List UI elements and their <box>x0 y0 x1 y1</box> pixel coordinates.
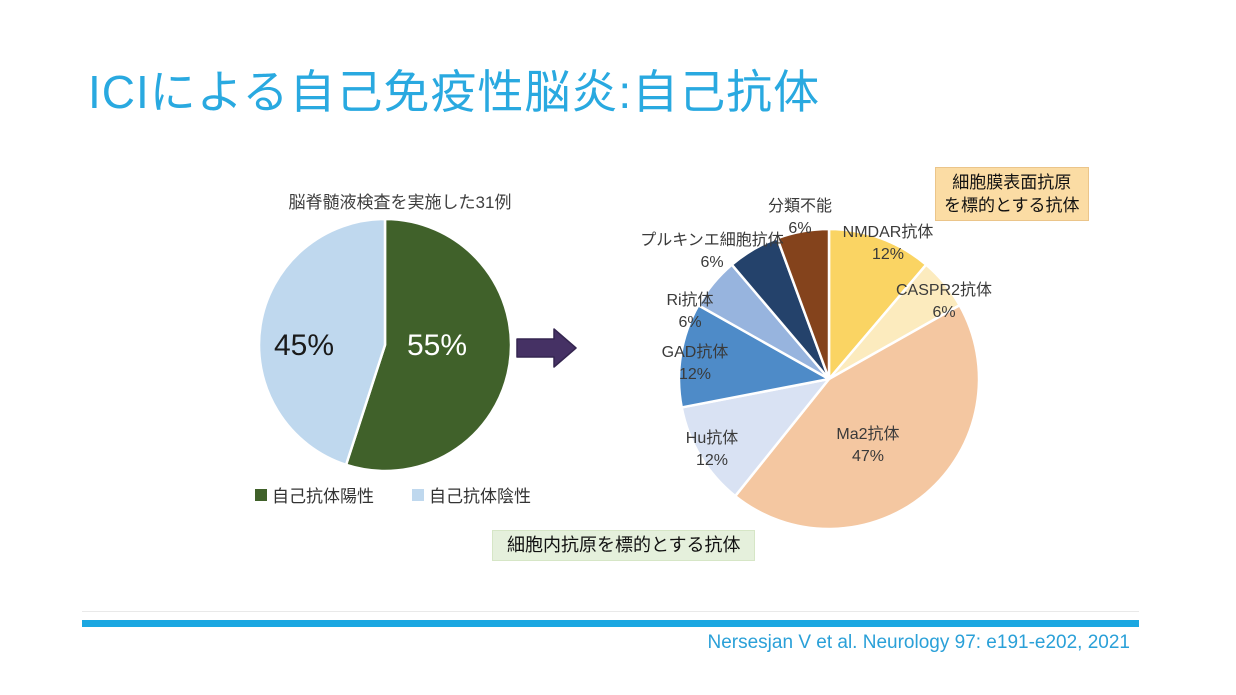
pie-slice-Hu抗体 <box>680 377 831 498</box>
pie-slice-自己抗体陽性 <box>344 217 513 473</box>
citation: Nersesjan V et al. Neurology 97: e191-e2… <box>707 632 1131 653</box>
pie-label-purkinje: プルキンエ細胞抗体 6% <box>640 232 784 271</box>
pie-slice-分類不能 <box>775 227 831 381</box>
pie-slice-GAD抗体 <box>677 304 831 409</box>
antibody-pie-chart <box>677 227 981 531</box>
pie-label-nmdar: NMDAR抗体 12% <box>842 224 934 263</box>
positive-swatch <box>255 488 267 501</box>
csf-pie-chart <box>257 217 513 473</box>
pie-slice-自己抗体陰性 <box>257 217 387 467</box>
intracellular-antigen-note: 細胞内抗原を標的とする抗体 <box>492 530 756 561</box>
csf-pie-legend: 自己抗体陽性 自己抗体陰性 <box>255 482 531 507</box>
legend-item-negative: 自己抗体陰性 <box>412 482 531 507</box>
pie-label-ri: Ri抗体 6% <box>666 292 714 331</box>
left-pie-title: 脳脊髄液検査を実施した31例 <box>288 193 512 212</box>
pie-label-hu: Hu抗体 12% <box>685 430 739 469</box>
surface-antigen-note: 細胞膜表面抗原 を標的とする抗体 <box>935 167 1089 221</box>
negative-swatch <box>412 488 424 501</box>
csf-pie-positive-value: 55% <box>406 329 468 362</box>
legend-item-positive: 自己抗体陽性 <box>255 482 374 507</box>
pie-slice-Ma2抗体 <box>733 304 981 531</box>
pie-label-gad: GAD抗体 12% <box>661 344 729 383</box>
legend-label-negative: 自己抗体陰性 <box>429 487 531 506</box>
slide-title: ICIによる自己免疫性脳炎:自己抗体 <box>88 66 821 118</box>
legend-label-positive: 自己抗体陽性 <box>272 487 374 506</box>
right-arrow-icon <box>516 328 578 368</box>
pie-slice-NMDAR抗体 <box>827 227 928 381</box>
pie-label-unclassified: 分類不能 6% <box>767 198 833 237</box>
csf-pie-negative-value: 45% <box>273 329 335 362</box>
pie-label-ma2: Ma2抗体 47% <box>836 426 900 465</box>
pie-label-caspr2: CASPR2抗体 6% <box>895 282 993 321</box>
footer-divider <box>82 611 1139 612</box>
footer-accent-bar <box>82 620 1139 627</box>
